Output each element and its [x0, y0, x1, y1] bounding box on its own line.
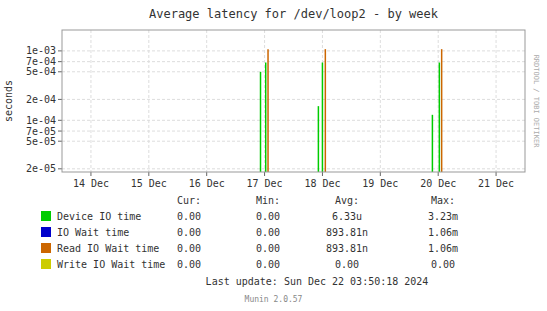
- tick-label: 15 Dec: [131, 178, 167, 189]
- table-value: 0.00: [256, 243, 280, 254]
- spike: [260, 72, 262, 172]
- tick-label: 14 Dec: [73, 178, 109, 189]
- watermark: RRDTOOL / TOBI OETIKER: [532, 55, 540, 149]
- table-value: 0.00: [177, 211, 201, 222]
- tick-label: 7e-04: [26, 56, 56, 67]
- grid-line: [62, 168, 525, 169]
- tick-label: 5e-05: [26, 136, 56, 147]
- table-value: 893.81n: [326, 243, 368, 254]
- spike: [265, 63, 267, 172]
- spike: [318, 106, 320, 172]
- tick-label: 1e-04: [26, 115, 56, 126]
- tick-label: 2e-05: [26, 163, 56, 174]
- tick-label: 20 Dec: [420, 178, 456, 189]
- table-value: 0.00: [256, 227, 280, 238]
- legend-label: Write IO Wait time: [57, 259, 165, 270]
- tick-label: 2e-04: [26, 94, 56, 105]
- tick-mark: [438, 172, 439, 176]
- tick-mark: [58, 71, 62, 72]
- annotation: Munin 2.0.57: [245, 295, 303, 304]
- table-header: Max:: [431, 195, 455, 206]
- grid-line: [322, 30, 323, 172]
- grid-line: [62, 120, 525, 121]
- spike: [439, 63, 441, 172]
- grid-line: [62, 99, 525, 100]
- chart: 2e-05 5e-057e-051e-04 2e-04 5e-047e-041e-03…: [0, 0, 547, 311]
- tick-mark: [90, 172, 91, 176]
- title: Average latency for /dev/loop2 - by week: [149, 7, 439, 21]
- table-value: 0.00: [177, 243, 201, 254]
- table-value: 6.33u: [332, 211, 362, 222]
- tick-mark: [58, 61, 62, 62]
- grid-line: [62, 61, 525, 62]
- tick-mark: [206, 172, 207, 176]
- tick-label: 19 Dec: [362, 178, 398, 189]
- legend-label: Device IO time: [57, 211, 141, 222]
- grid-line: [62, 71, 525, 72]
- legend-label: Read IO Wait time: [57, 243, 159, 254]
- grid-line: [380, 30, 381, 172]
- grid-line: [62, 50, 525, 51]
- tick-mark: [322, 172, 323, 176]
- grid-line: [90, 30, 91, 172]
- tick-mark: [148, 172, 149, 176]
- spike: [267, 49, 269, 172]
- grid-line: [438, 30, 439, 172]
- spike: [325, 49, 327, 172]
- tick-label: 18 Dec: [304, 178, 340, 189]
- tick-mark: [58, 120, 62, 121]
- tick-label: 1e-03: [26, 45, 56, 56]
- tick-mark: [496, 172, 497, 176]
- table-value: 0.00: [431, 259, 455, 270]
- grid-line: [496, 30, 497, 172]
- tick-label: 17 Dec: [247, 178, 283, 189]
- spike: [322, 63, 324, 172]
- table-value: 893.81n: [326, 227, 368, 238]
- tick-mark: [58, 50, 62, 51]
- legend-label: IO Wait time: [57, 227, 129, 238]
- table-value: 0.00: [256, 259, 280, 270]
- table-value: 1.06m: [428, 243, 458, 254]
- spike: [441, 49, 443, 172]
- tick-mark: [264, 172, 265, 176]
- table-header: Avg:: [335, 195, 359, 206]
- table-value: 0.00: [177, 227, 201, 238]
- table-header: Cur:: [177, 195, 201, 206]
- legend-swatch: [41, 211, 51, 221]
- tick-mark: [380, 172, 381, 176]
- grid-line: [148, 30, 149, 172]
- plot-area: [62, 30, 525, 172]
- tick-mark: [58, 131, 62, 132]
- grid-line: [62, 131, 525, 132]
- tick-label: 21 Dec: [478, 178, 514, 189]
- tick-mark: [58, 141, 62, 142]
- table-value: 1.06m: [428, 227, 458, 238]
- grid-line: [264, 30, 265, 172]
- tick-mark: [58, 168, 62, 169]
- legend-swatch: [41, 227, 51, 237]
- tick-label: 5e-04: [26, 66, 56, 77]
- spike: [432, 115, 434, 172]
- table-value: 0.00: [256, 211, 280, 222]
- annotation: Last update: Sun Dec 22 03:50:18 2024: [206, 276, 429, 287]
- table-value: 0.00: [177, 259, 201, 270]
- tick-mark: [58, 99, 62, 100]
- plot-frame: [62, 30, 525, 172]
- grid-line: [62, 141, 525, 142]
- axis-label: seconds: [3, 80, 14, 122]
- tick-label: 7e-05: [26, 126, 56, 137]
- legend-swatch: [41, 243, 51, 253]
- legend-swatch: [41, 259, 51, 269]
- table-value: 0.00: [335, 259, 359, 270]
- marks: [261, 49, 442, 172]
- table-header: Min:: [256, 195, 280, 206]
- table-value: 3.23m: [428, 211, 458, 222]
- tick-label: 16 Dec: [189, 178, 225, 189]
- grid-line: [206, 30, 207, 172]
